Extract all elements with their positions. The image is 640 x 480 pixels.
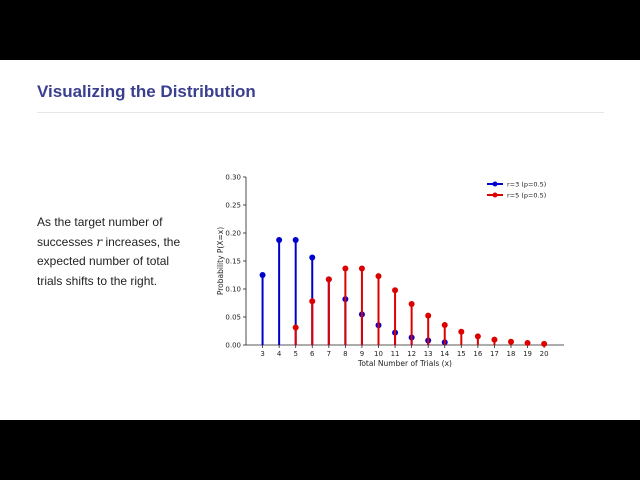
title-divider (37, 112, 604, 113)
series-2-point (392, 287, 399, 294)
series-2-point (441, 321, 448, 328)
legend-marker (492, 181, 498, 187)
series-2-point (458, 328, 465, 335)
x-tick-label: 18 (507, 350, 516, 358)
series-2-point (358, 265, 365, 272)
x-tick-label: 5 (293, 350, 297, 358)
y-tick-label: 0.05 (225, 314, 241, 322)
series-2-point (541, 340, 548, 347)
x-tick-label: 12 (407, 350, 416, 358)
series-2-point (375, 273, 382, 280)
y-tick-label: 0.30 (225, 174, 241, 182)
y-tick-label: 0.15 (225, 258, 241, 266)
x-tick-label: 10 (374, 350, 383, 358)
x-tick-label: 14 (440, 350, 449, 358)
x-tick-label: 4 (277, 350, 282, 358)
x-tick-label: 3 (260, 350, 264, 358)
y-tick-label: 0.10 (225, 286, 241, 294)
x-tick-label: 20 (540, 350, 549, 358)
x-tick-label: 19 (523, 350, 532, 358)
series-2-point (292, 324, 299, 331)
x-tick-label: 7 (327, 350, 331, 358)
series-2-point (491, 336, 498, 343)
x-axis-label: Total Number of Trials (x) (357, 359, 452, 368)
series-2-point (342, 265, 349, 272)
series-2-point (508, 338, 514, 345)
series-2-point (408, 300, 415, 307)
legend-label: r=3 (p=0.5) (507, 180, 546, 188)
series-1-point (276, 237, 283, 243)
variable-r: r (96, 234, 103, 249)
slide-title: Visualizing the Distribution (37, 82, 256, 101)
x-tick-label: 15 (457, 350, 466, 358)
legend-label: r=5 (p=0.5) (507, 191, 546, 199)
slide: Visualizing the Distribution As the targ… (0, 60, 640, 420)
y-tick-label: 0.25 (225, 202, 241, 210)
slide-body-text: As the target number of successes r incr… (37, 213, 182, 291)
y-tick-label: 0.00 (225, 342, 241, 350)
x-tick-label: 6 (310, 350, 315, 358)
series-1-point (259, 272, 266, 278)
legend-marker (492, 192, 498, 198)
x-tick-label: 17 (490, 350, 499, 358)
series-2-point (474, 333, 481, 340)
series-1-point (309, 254, 316, 261)
x-tick-label: 16 (473, 350, 482, 358)
distribution-chart: 0.00 0.05 0.10 0.15 0.20 0.25 0.30 3 4 5 6 7 8 9 10 11 1… (216, 174, 564, 368)
x-tick-label: 11 (391, 350, 400, 358)
series-1-point (292, 237, 299, 243)
body-text-part: increases, the expected number of total … (37, 234, 181, 288)
body-text-part: As the target number of successes (37, 215, 163, 249)
series-2-point (425, 312, 432, 319)
series-2-point (325, 276, 332, 283)
x-tick-label: 8 (343, 350, 347, 358)
x-tick-label: 13 (424, 350, 433, 358)
series-2-point (524, 339, 531, 346)
series-2-point (309, 298, 316, 305)
y-tick-label: 0.20 (225, 230, 241, 238)
y-axis-label: Probability P(X=x) (216, 227, 225, 295)
x-tick-label: 9 (360, 350, 364, 358)
